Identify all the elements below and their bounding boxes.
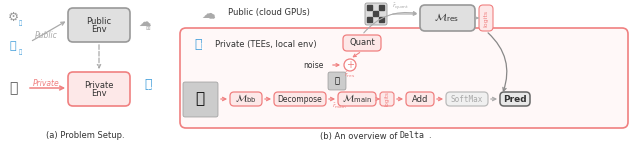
Text: Add: Add (412, 94, 428, 104)
Circle shape (344, 59, 356, 71)
Text: Private: Private (84, 81, 114, 89)
FancyBboxPatch shape (380, 92, 394, 106)
FancyBboxPatch shape (183, 82, 218, 117)
Text: 👤: 👤 (9, 81, 17, 95)
Text: Public (cloud GPUs): Public (cloud GPUs) (228, 9, 310, 17)
Text: Private (TEEs, local env): Private (TEEs, local env) (215, 39, 317, 49)
FancyBboxPatch shape (479, 5, 493, 31)
Text: Env: Env (91, 26, 107, 35)
Text: Quant: Quant (349, 38, 375, 48)
FancyBboxPatch shape (230, 92, 262, 106)
Text: .: . (428, 131, 431, 140)
Text: 🖼: 🖼 (335, 77, 339, 85)
Text: ⚙: ⚙ (8, 11, 19, 23)
Text: SoftMax: SoftMax (451, 94, 483, 104)
FancyBboxPatch shape (68, 8, 130, 42)
Text: ☁: ☁ (201, 7, 215, 21)
Text: Public: Public (35, 32, 58, 40)
Text: Pred: Pred (503, 94, 527, 104)
FancyBboxPatch shape (68, 72, 130, 106)
FancyBboxPatch shape (338, 92, 376, 106)
Text: 🐕: 🐕 (195, 91, 205, 106)
Bar (367, 17, 372, 22)
Text: 🛡: 🛡 (19, 20, 22, 26)
Text: 🛡: 🛡 (19, 49, 22, 55)
Text: $\hat{r}_{\rm main}$: $\hat{r}_{\rm main}$ (332, 101, 348, 111)
Text: $\hat{r}_{\rm quant}$: $\hat{r}_{\rm quant}$ (392, 0, 409, 12)
Text: $\mathcal{M}_{\rm res}$: $\mathcal{M}_{\rm res}$ (435, 12, 460, 24)
FancyBboxPatch shape (365, 3, 387, 25)
Text: 🔒: 🔒 (200, 43, 204, 49)
Text: $\mathcal{M}_{\rm main}$: $\mathcal{M}_{\rm main}$ (342, 93, 372, 105)
Text: 🗄: 🗄 (10, 41, 16, 51)
FancyBboxPatch shape (328, 72, 346, 90)
Text: (b) An overview of: (b) An overview of (320, 131, 400, 140)
Text: $\mathcal{M}_{\rm bb}$: $\mathcal{M}_{\rm bb}$ (235, 93, 257, 105)
Text: Public: Public (86, 16, 111, 26)
Text: logits: logits (385, 92, 390, 106)
Text: Private: Private (33, 80, 60, 88)
Text: ⊞: ⊞ (208, 14, 214, 20)
Text: 🛡: 🛡 (195, 37, 202, 51)
Text: ⊞: ⊞ (146, 26, 150, 31)
FancyBboxPatch shape (274, 92, 326, 106)
Text: noise: noise (303, 60, 323, 69)
Bar (367, 5, 372, 10)
FancyBboxPatch shape (446, 92, 488, 106)
Text: ☁: ☁ (139, 15, 151, 29)
Bar (373, 11, 378, 16)
Text: +: + (346, 60, 354, 70)
Bar (379, 5, 384, 10)
Text: 🔒: 🔒 (148, 87, 152, 93)
FancyBboxPatch shape (420, 5, 475, 31)
Bar (379, 17, 384, 22)
Text: Decompose: Decompose (278, 94, 323, 104)
Text: $\hat{r}_{\rm res}$: $\hat{r}_{\rm res}$ (344, 70, 356, 80)
Text: logits: logits (483, 9, 488, 27)
Text: (a) Problem Setup.: (a) Problem Setup. (45, 131, 124, 140)
FancyBboxPatch shape (180, 28, 628, 128)
FancyBboxPatch shape (500, 92, 530, 106)
Text: Delta: Delta (400, 131, 425, 140)
Text: 🛡: 🛡 (144, 79, 152, 91)
Text: Env: Env (91, 89, 107, 99)
FancyBboxPatch shape (343, 35, 381, 51)
FancyBboxPatch shape (406, 92, 434, 106)
